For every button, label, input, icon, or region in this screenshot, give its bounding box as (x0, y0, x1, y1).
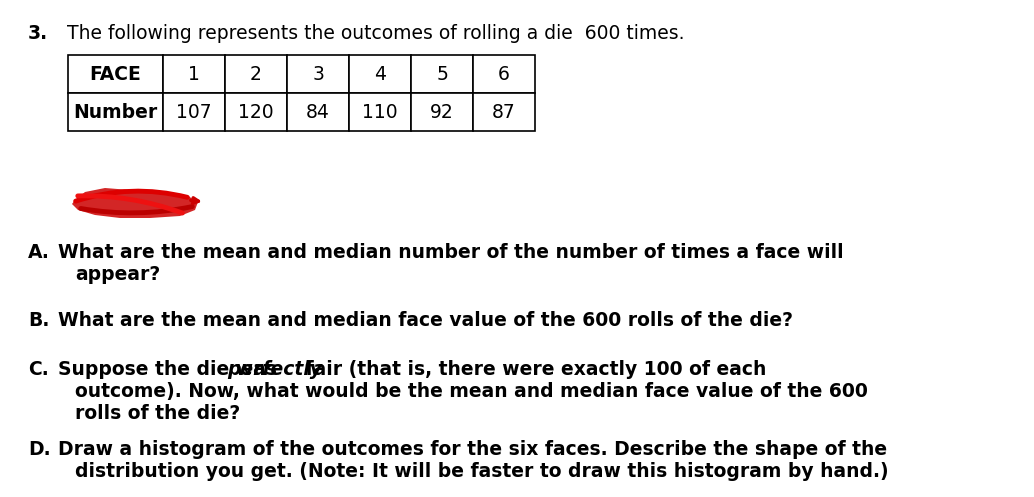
Text: 107: 107 (176, 102, 212, 121)
Text: 110: 110 (362, 102, 398, 121)
Bar (225, 93, 287, 131)
Bar (287, 93, 349, 131)
Text: perfectly: perfectly (227, 360, 322, 379)
Text: D.: D. (28, 440, 51, 459)
Text: What are the mean and median face value of the 600 rolls of the die?: What are the mean and median face value … (58, 311, 793, 330)
Text: 6: 6 (498, 65, 510, 83)
Text: B.: B. (28, 311, 50, 330)
Text: 3: 3 (312, 65, 324, 83)
Bar (410, 93, 473, 131)
Bar (287, 55, 349, 93)
Bar (473, 93, 535, 131)
Text: FACE: FACE (90, 65, 142, 83)
Text: 120: 120 (238, 102, 274, 121)
Bar (68, 55, 163, 93)
Text: What are the mean and median number of the number of times a face will: What are the mean and median number of t… (58, 243, 844, 262)
Polygon shape (72, 188, 197, 218)
Text: Draw a histogram of the outcomes for the six faces. Describe the shape of the: Draw a histogram of the outcomes for the… (58, 440, 887, 459)
Text: 5: 5 (436, 65, 448, 83)
Text: 84: 84 (306, 102, 330, 121)
Text: distribution you get. (Note: It will be faster to draw this histogram by hand.): distribution you get. (Note: It will be … (75, 462, 888, 481)
Bar (163, 93, 225, 131)
Text: 1: 1 (188, 65, 200, 83)
Bar (349, 55, 410, 93)
Bar (225, 55, 287, 93)
Text: Suppose the die was: Suppose the die was (58, 360, 283, 379)
Bar (68, 93, 163, 131)
Bar (473, 55, 535, 93)
Text: The following represents the outcomes of rolling a die  600 times.: The following represents the outcomes of… (55, 24, 685, 43)
Text: rolls of the die?: rolls of the die? (75, 404, 240, 423)
Bar (163, 55, 225, 93)
Text: outcome). Now, what would be the mean and median face value of the 600: outcome). Now, what would be the mean an… (75, 382, 868, 401)
Text: Number: Number (73, 102, 157, 121)
Bar (410, 55, 473, 93)
Text: 4: 4 (374, 65, 386, 83)
Text: 87: 87 (492, 102, 516, 121)
Text: 2: 2 (250, 65, 262, 83)
Bar (349, 93, 410, 131)
Text: fair (that is, there were exactly 100 of each: fair (that is, there were exactly 100 of… (299, 360, 766, 379)
Text: 92: 92 (430, 102, 454, 121)
Text: 3.: 3. (28, 24, 49, 43)
Text: C.: C. (28, 360, 49, 379)
Text: A.: A. (28, 243, 50, 262)
Text: appear?: appear? (75, 265, 160, 284)
